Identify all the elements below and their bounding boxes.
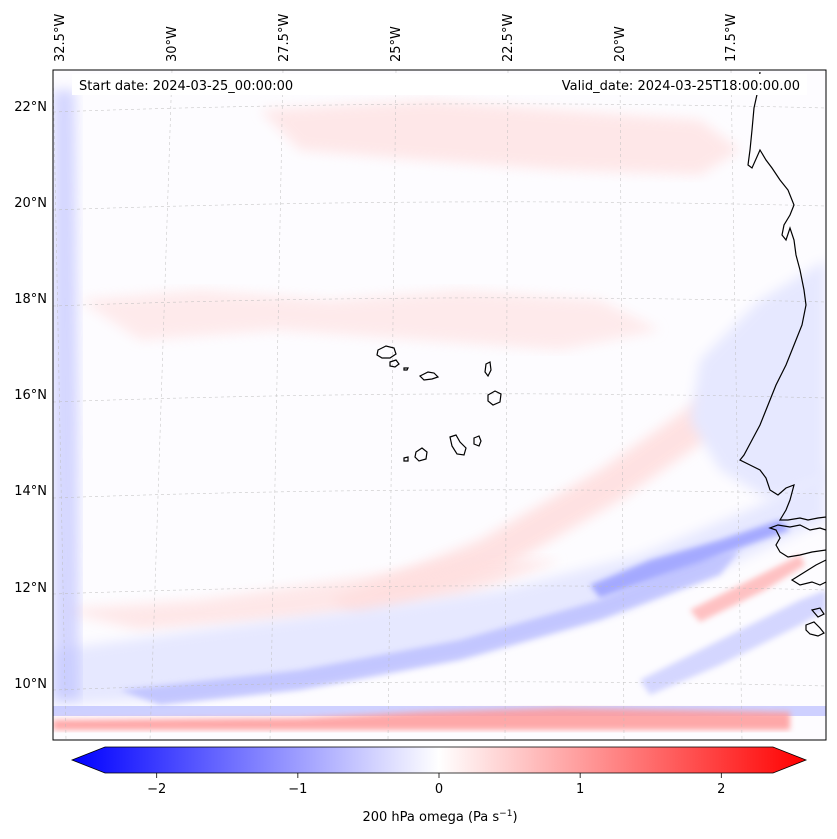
lon-label-32-5w: 32.5°W <box>53 14 68 62</box>
colorbar-label-suffix: ) <box>512 810 517 825</box>
lon-label-30w: 30°W <box>165 26 180 62</box>
gridline-lat-22 <box>53 103 826 113</box>
island-maio <box>473 435 482 447</box>
map-frame <box>52 69 827 741</box>
lat-label-20n: 20°N <box>14 196 47 211</box>
field-blue-west-edge <box>53 90 80 700</box>
colorbar-tick-label: 2 <box>717 782 725 797</box>
lon-label-20w: 20°W <box>613 26 628 62</box>
lon-label-22-5w: 22.5°W <box>501 14 516 62</box>
colorbar-tick-label: 0 <box>435 782 443 797</box>
date-banner <box>72 74 807 95</box>
lat-label-10n: 10°N <box>14 677 47 692</box>
graticule <box>53 70 826 740</box>
colorbar-ticks: −2 −1 0 1 2 <box>147 773 725 797</box>
colorbar-label-prefix: 200 hPa omega (Pa s <box>362 810 499 825</box>
island-sao-nicolau <box>418 371 440 381</box>
island-brava <box>403 456 409 462</box>
field-blue-band-core <box>120 550 740 705</box>
field-blue-southeast-streaks <box>640 590 826 695</box>
valid-date-label: Valid_date: 2024-03-25T18:00:00.00 <box>562 79 800 94</box>
lat-label-22n: 22°N <box>14 100 47 115</box>
island-sao-vicente <box>389 359 400 368</box>
island-fogo <box>414 447 428 462</box>
field-red-patch-central <box>80 290 660 350</box>
coastlines <box>376 71 826 637</box>
field-blue-south-boundary <box>53 706 826 716</box>
start-date-label: Start date: 2024-03-25_00:00:00 <box>79 79 293 94</box>
guinea-bissau-coast <box>790 559 826 586</box>
gridline-lon-22-5 <box>504 70 509 740</box>
lon-label-25w: 25°W <box>389 26 404 62</box>
gridline-lat-10 <box>53 681 826 691</box>
field-blue-coastal <box>690 260 826 500</box>
africa-coastline <box>739 71 826 521</box>
lat-label-14n: 14°N <box>14 484 47 499</box>
lat-label-12n: 12°N <box>14 581 47 596</box>
gridline-lon-32-5 <box>53 70 67 740</box>
field-red-band-southwest <box>60 560 560 630</box>
gridline-lat-14 <box>53 489 826 499</box>
field-red-southeast-streak <box>690 555 805 622</box>
map-panel: Start date: 2024-03-25_00:00:00 Valid_da… <box>52 69 827 741</box>
colorbar-label-exponent: −1 <box>499 809 512 819</box>
gridline-lon-27-5 <box>269 70 284 740</box>
longitude-labels: 32.5°W 30°W 27.5°W 25°W 22.5°W 20°W 17.5… <box>53 14 739 62</box>
senegal-gambia-coast <box>768 524 826 558</box>
colorbar-body <box>70 746 808 774</box>
gridline-lon-25 <box>387 70 397 740</box>
gridline-lat-20 <box>53 201 826 211</box>
field-blue-streak <box>590 520 790 598</box>
latitude-labels: 22°N 20°N 18°N 16°N 14°N 12°N 10°N <box>14 100 47 692</box>
field-red-south-boundary <box>53 708 790 730</box>
colorbar-tick-label: −1 <box>288 782 307 797</box>
gridline-lat-12 <box>53 585 826 595</box>
gridline-lon-30 <box>149 70 173 740</box>
island-sal <box>484 361 492 378</box>
omega-field <box>53 90 826 730</box>
field-blue-band-south <box>53 470 826 705</box>
gridline-lat-16 <box>53 393 826 403</box>
island-santo-antao <box>376 345 397 359</box>
island-santiago <box>449 434 467 456</box>
colorbar-tick-label: −2 <box>147 782 166 797</box>
gridline-lat-18 <box>53 297 826 307</box>
gridline-lon-17-5 <box>730 70 743 740</box>
lat-label-18n: 18°N <box>14 292 47 307</box>
bijagos-islands <box>805 607 825 637</box>
lon-label-17-5w: 17.5°W <box>724 14 739 62</box>
gridline-lon-20 <box>619 70 625 740</box>
island-boa-vista <box>487 390 502 406</box>
colorbar-tick-label: 1 <box>576 782 584 797</box>
colorbar: −2 −1 0 1 2 200 hPa omega (Pa s−1) <box>70 746 808 825</box>
island-santa-luzia <box>403 367 409 371</box>
lon-label-27-5w: 27.5°W <box>277 14 292 62</box>
colorbar-label: 200 hPa omega (Pa s−1) <box>362 809 517 825</box>
lat-label-16n: 16°N <box>14 388 47 403</box>
